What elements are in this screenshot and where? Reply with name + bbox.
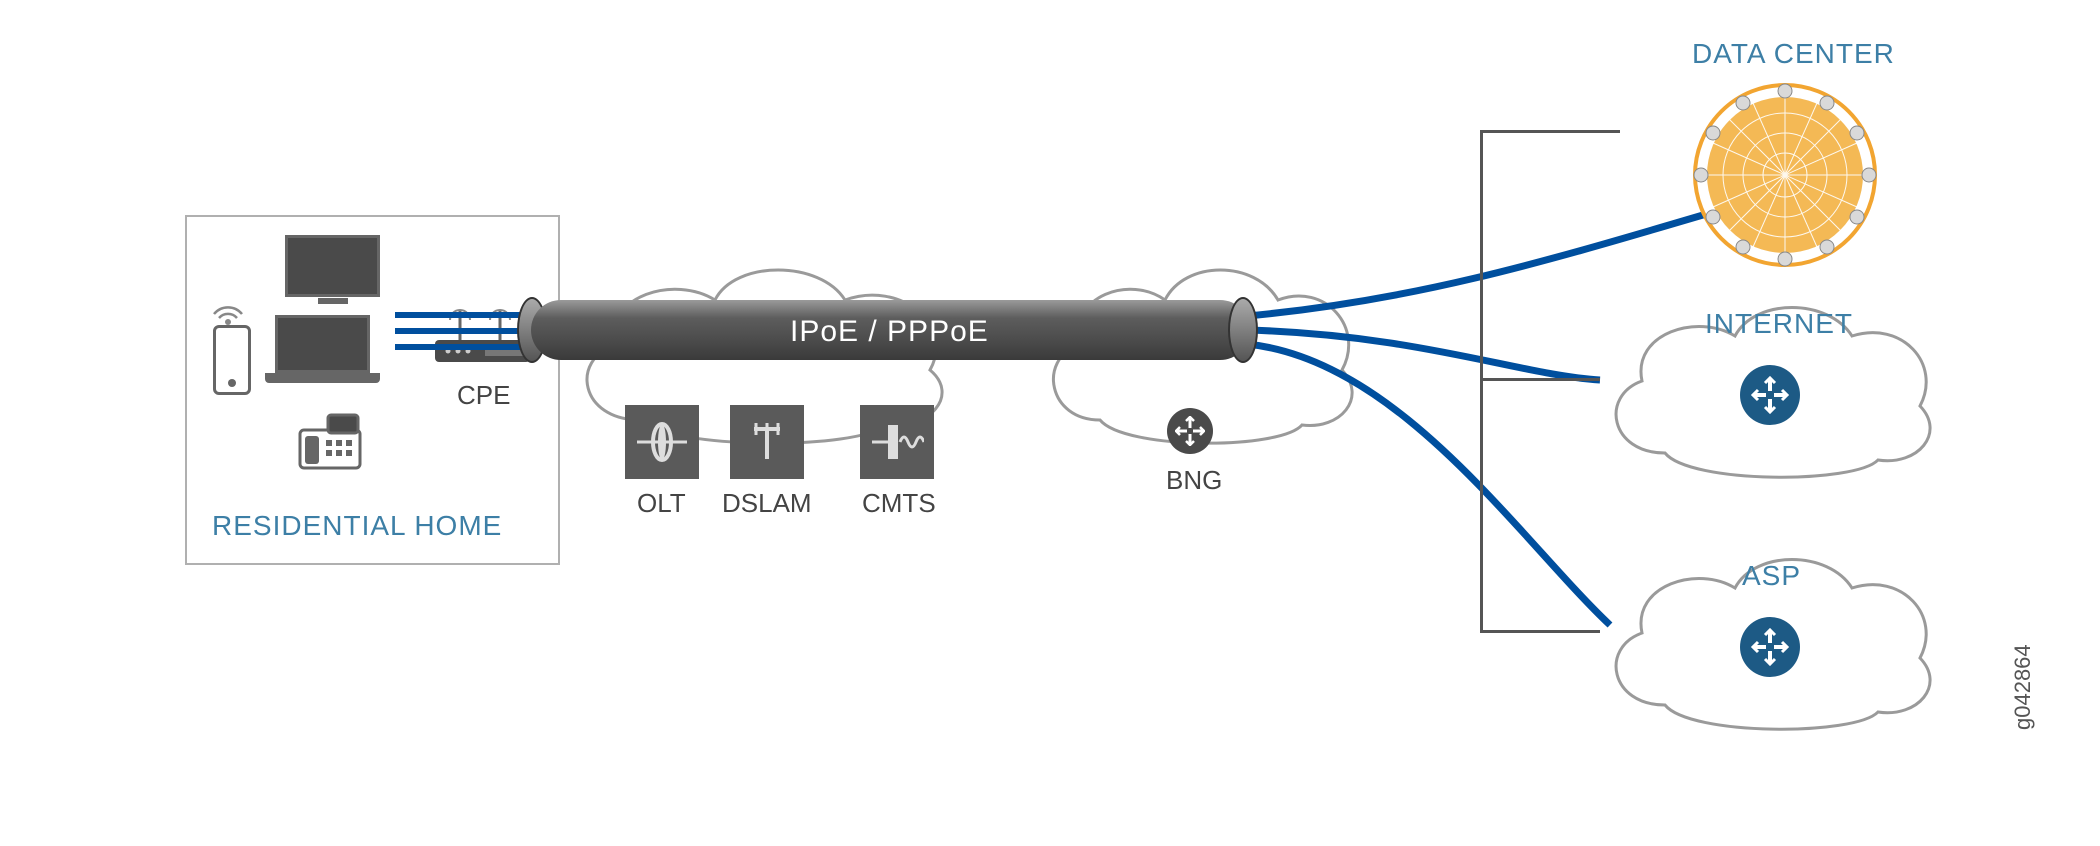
pipe-label: IPoE / PPPoE: [790, 315, 989, 349]
bracket-mid: [1480, 378, 1600, 381]
olt-label: OLT: [637, 488, 686, 519]
asp-router-icon: [1740, 617, 1800, 677]
cmts-icon: [860, 405, 934, 479]
figure-id: g042864: [2010, 644, 2036, 730]
bng-router-icon: [1167, 408, 1213, 454]
asp-label: ASP: [1742, 560, 1801, 592]
dslam-label: DSLAM: [722, 488, 812, 519]
internet-router-icon: [1740, 365, 1800, 425]
data-center-icon: [1693, 83, 1877, 267]
dslam-icon: [730, 405, 804, 479]
internet-label: INTERNET: [1705, 308, 1853, 340]
bng-label: BNG: [1166, 465, 1222, 496]
diagram-canvas: RESIDENTIAL HOME: [0, 0, 2100, 846]
data-center-label: DATA CENTER: [1692, 38, 1895, 70]
olt-icon: [625, 405, 699, 479]
cmts-label: CMTS: [862, 488, 936, 519]
bracket-bottom: [1480, 630, 1600, 633]
bracket-top: [1480, 130, 1620, 133]
